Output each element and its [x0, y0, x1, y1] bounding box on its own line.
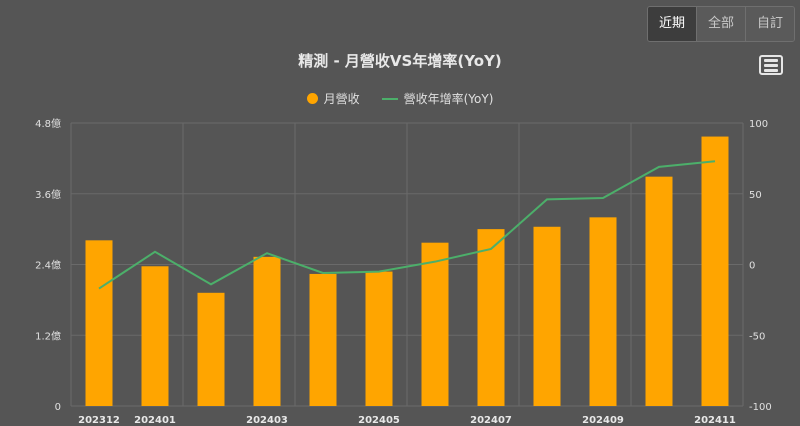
revenue-bar: [533, 226, 561, 406]
revenue-bar: [645, 176, 673, 406]
y-left-tick-label: 1.2億: [35, 329, 61, 342]
yoy-line: [98, 160, 716, 290]
legend-item-revenue[interactable]: 月營收: [306, 90, 360, 107]
legend-yoy-label: 營收年增率(YoY): [403, 92, 494, 106]
chart-title: 精測 - 月營收VS年增率(YoY): [298, 52, 502, 70]
y-left-tick-label: 2.4億: [35, 259, 61, 272]
range-selector: 近期 全部 自訂: [647, 6, 795, 42]
revenue-bar: [701, 136, 729, 406]
y-right-tick-label: -100: [749, 402, 772, 413]
range-recent-button[interactable]: 近期: [648, 7, 697, 41]
x-tick-label: 202405: [358, 415, 400, 426]
y-left-tick-label: 4.8億: [35, 117, 61, 130]
y-right-tick-label: 50: [749, 190, 762, 201]
revenue-bar: [309, 273, 337, 406]
x-tick-label: 202407: [470, 415, 512, 426]
x-tick-label: 202411: [694, 415, 736, 426]
range-custom-button[interactable]: 自訂: [746, 7, 794, 41]
revenue-bar: [141, 266, 169, 406]
y-right-tick-label: 0: [749, 261, 755, 272]
revenue-bar: [197, 292, 225, 406]
revenue-bar: [85, 240, 113, 406]
range-all-button[interactable]: 全部: [697, 7, 746, 41]
revenue-bar: [365, 271, 393, 406]
y-right-tick-label: 100: [749, 119, 768, 130]
legend-revenue-label: 月營收: [323, 92, 360, 106]
y-left-tick-label: 3.6億: [35, 188, 61, 201]
legend-item-yoy[interactable]: 營收年增率(YoY): [381, 90, 494, 107]
legend-revenue-swatch: [306, 93, 318, 104]
legend-yoy-swatch: [381, 97, 398, 100]
x-tick-label: 202403: [246, 415, 288, 426]
x-tick-label: 202409: [582, 415, 624, 426]
x-tick-label: 202312: [78, 415, 120, 426]
revenue-bar: [589, 217, 617, 406]
revenue-bar: [421, 242, 449, 406]
revenue-bar: [253, 256, 281, 406]
hamburger-menu-icon[interactable]: [759, 55, 783, 75]
revenue-bar: [477, 229, 505, 406]
y-left-tick-label: 0: [55, 402, 61, 413]
chart-legend: 月營收 營收年增率(YoY): [0, 90, 800, 107]
y-right-tick-label: -50: [749, 331, 765, 342]
x-tick-label: 202401: [134, 415, 176, 426]
